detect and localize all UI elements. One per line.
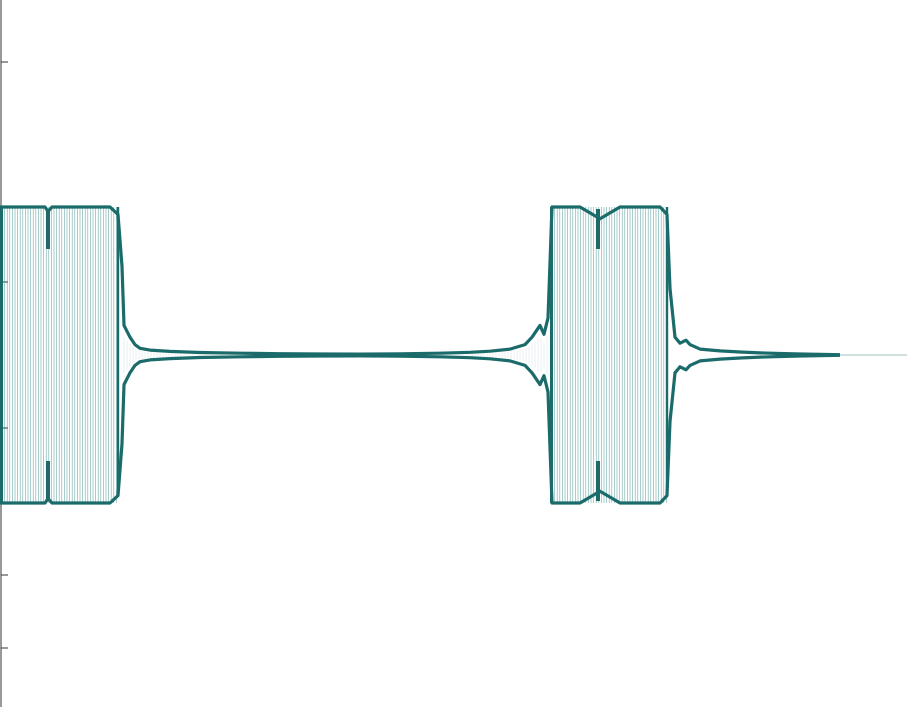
signal-envelope <box>0 205 907 505</box>
envelope-upper <box>0 205 841 357</box>
burst-notch-top <box>596 209 600 249</box>
burst-notch-bottom <box>596 461 600 501</box>
burst-notch-top <box>46 209 50 249</box>
envelope-lower <box>0 353 841 505</box>
burst-notch-bottom <box>46 461 50 501</box>
oscillation-traces <box>1 207 667 503</box>
